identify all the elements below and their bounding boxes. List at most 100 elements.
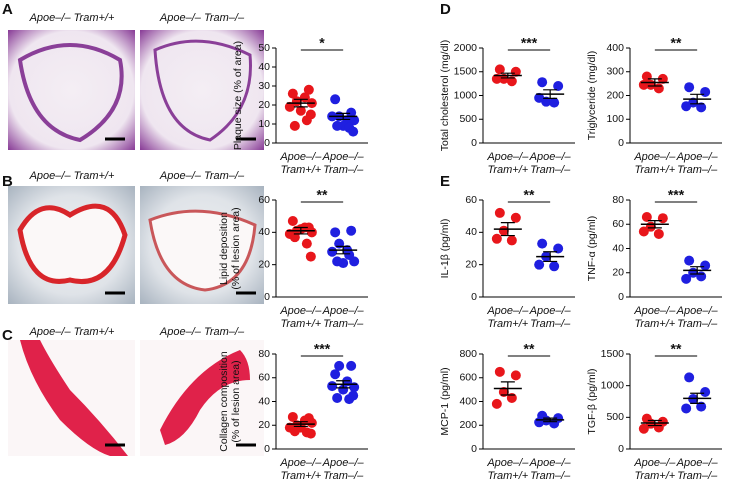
y-tick-label: 20	[258, 419, 270, 431]
image-caption: Apoe–/– Tram+/+	[29, 12, 115, 24]
y-axis-label: (% of lesion area)	[230, 360, 242, 442]
dot	[696, 102, 707, 113]
x-tick-label: Apoe–/–	[676, 457, 719, 469]
dot	[491, 398, 502, 409]
dot	[327, 246, 338, 257]
y-tick-label: 40	[465, 226, 477, 238]
dot	[305, 251, 316, 262]
error-bar	[336, 112, 351, 121]
y-tick-label: 400	[606, 42, 624, 54]
x-tick-label: Apoe–/–	[486, 305, 529, 317]
error-bar	[543, 417, 558, 423]
error-bar	[543, 89, 558, 99]
x-tick-label: Apoe–/–	[279, 151, 322, 163]
y-tick-label: 0	[618, 443, 624, 455]
dot	[306, 227, 317, 238]
y-axis-label: TGF-β (pg/ml)	[586, 368, 598, 434]
y-axis-label: IL-1β (pg/ml)	[439, 219, 451, 279]
dot	[510, 370, 521, 381]
significance: ***	[668, 187, 685, 203]
significance: **	[671, 35, 682, 51]
y-axis-label: Total cholesterol (mg/dl)	[439, 40, 451, 151]
x-tick-label: Tram+/+	[634, 470, 675, 482]
dot	[534, 417, 545, 428]
y-axis-label: (% of lesion area)	[230, 207, 242, 289]
x-tick-label: Apoe–/–	[676, 305, 719, 317]
y-tick-label: 40	[258, 61, 270, 73]
dot	[553, 81, 564, 91]
dot	[506, 235, 517, 246]
y-axis-label: Plaque size (% of area)	[232, 41, 244, 150]
dot	[332, 392, 343, 403]
y-tick-label: 10	[258, 118, 270, 130]
panel-letter: D	[440, 1, 451, 18]
y-tick-label: 20	[258, 258, 270, 270]
dot	[549, 418, 560, 429]
significance: ***	[521, 35, 538, 51]
y-axis-label: Triglyceride (mg/dl)	[586, 51, 598, 140]
y-tick-label: 0	[471, 291, 477, 303]
dot	[287, 216, 298, 227]
y-tick-label: 40	[258, 226, 270, 238]
dot	[332, 256, 343, 267]
image-caption: Apoe–/– Tram+/+	[29, 326, 115, 338]
x-tick-label: Apoe–/–	[676, 151, 719, 163]
y-tick-label: 500	[459, 113, 477, 125]
significance: ***	[314, 341, 331, 357]
dot	[537, 238, 548, 249]
dot	[330, 369, 341, 380]
y-tick-label: 20	[465, 258, 477, 270]
panel-letter: B	[2, 173, 13, 190]
x-tick-label: Apoe–/–	[633, 305, 676, 317]
y-tick-label: 1000	[601, 379, 625, 391]
dot	[506, 76, 517, 87]
significance: **	[671, 341, 682, 357]
significance: *	[319, 35, 325, 51]
error-bar	[500, 222, 515, 237]
y-axis-label: Collagen composition	[218, 351, 230, 452]
panel-letter: A	[2, 1, 13, 18]
x-tick-label: Tram+/+	[280, 164, 321, 176]
dot	[287, 88, 298, 99]
error-bar	[690, 93, 705, 105]
y-tick-label: 1500	[601, 348, 625, 360]
dot	[700, 387, 711, 397]
y-tick-label: 100	[606, 113, 624, 125]
y-tick-label: 0	[618, 137, 624, 149]
y-tick-label: 60	[465, 194, 477, 206]
x-tick-label: Apoe–/–	[322, 151, 365, 163]
y-tick-label: 200	[606, 89, 624, 101]
error-bar	[500, 381, 515, 396]
dot	[494, 207, 505, 218]
dot	[681, 101, 692, 112]
y-tick-label: 500	[606, 411, 624, 423]
x-tick-label: Apoe–/–	[529, 151, 572, 163]
image-caption: Apoe–/– Tram–/–	[159, 170, 245, 182]
y-axis-label: MCP-1 (pg/ml)	[439, 367, 451, 435]
x-tick-label: Tram+/+	[487, 164, 528, 176]
dot	[638, 79, 649, 90]
x-tick-label: Tram–/–	[677, 470, 718, 482]
y-tick-label: 0	[264, 291, 270, 303]
dot	[534, 92, 545, 103]
x-tick-label: Tram–/–	[530, 470, 571, 482]
dot	[344, 249, 355, 260]
y-tick-label: 1500	[454, 66, 478, 78]
x-tick-label: Tram+/+	[280, 470, 321, 482]
error-bar	[336, 245, 351, 255]
y-tick-label: 0	[471, 137, 477, 149]
dot	[534, 259, 545, 270]
dot	[681, 403, 692, 414]
dot	[498, 225, 509, 236]
dot	[348, 390, 359, 401]
tissue	[17, 43, 124, 143]
error-bar	[293, 421, 308, 428]
dot	[684, 255, 695, 266]
y-tick-label: 40	[258, 395, 270, 407]
tissue	[153, 39, 252, 142]
dot	[498, 73, 509, 84]
x-tick-label: Apoe–/–	[322, 305, 365, 317]
dot	[638, 423, 649, 434]
dot	[549, 261, 560, 272]
